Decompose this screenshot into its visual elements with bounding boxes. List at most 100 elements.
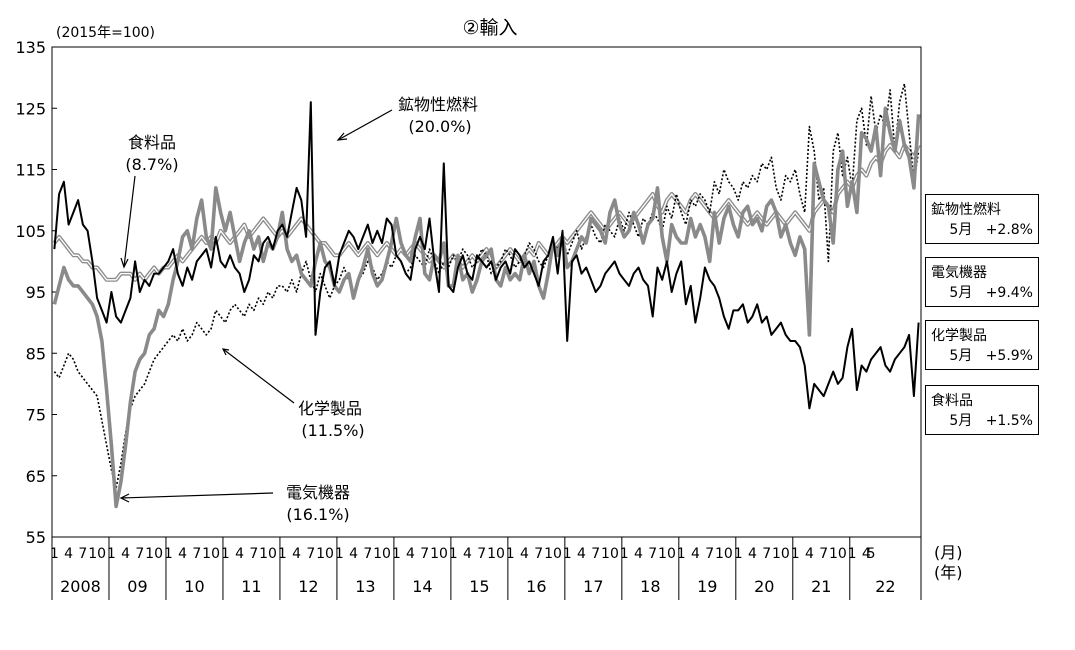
series-line-食料品-inner <box>53 144 920 281</box>
month-tick-label: 10 <box>316 546 334 562</box>
month-tick-label: 7 <box>135 546 144 562</box>
series-line-化学製品 <box>53 83 920 489</box>
month-tick-label: 4 <box>349 546 358 562</box>
month-tick-label: 7 <box>306 546 315 562</box>
annotation-food-arrow <box>123 175 136 268</box>
y-tick-label-75: 75 <box>26 406 46 425</box>
month-tick-label: 7 <box>192 546 201 562</box>
annotation-electrical-share: (16.1%) <box>286 505 349 524</box>
legend-mineral-fuel-value: 5月 +2.8% <box>949 219 1033 239</box>
month-tick-label: 1 <box>677 546 686 562</box>
annotation-mineral-fuel: 鉱物性燃料 (20.0%) <box>336 95 478 141</box>
month-tick-label: 4 <box>178 546 187 562</box>
annotation-mineral-fuel-name: 鉱物性燃料 <box>398 95 478 114</box>
month-tick-label: 1 <box>506 546 515 562</box>
y-tick-label-95: 95 <box>26 283 46 302</box>
series-layer <box>52 83 921 509</box>
annotation-electrical: 電気機器 (16.1%) <box>119 483 350 524</box>
year-label-17: 17 <box>583 577 603 596</box>
month-tick-label: 10 <box>829 546 847 562</box>
year-label-14: 14 <box>412 577 432 596</box>
month-tick-label: 1 <box>848 546 857 562</box>
year-label-18: 18 <box>640 577 660 596</box>
month-tick-label: 10 <box>658 546 676 562</box>
annotation-chemicals: 化学製品 (11.5%) <box>221 348 365 440</box>
legend-mineral-fuel: 鉱物性燃料 5月 +2.8% <box>925 194 1039 244</box>
annotation-chemicals-arrowhead <box>221 348 230 356</box>
month-tick-label: 7 <box>591 546 600 562</box>
month-tick-label: 4 <box>292 546 301 562</box>
month-tick-label: 4 <box>520 546 529 562</box>
y-tick-label-125: 125 <box>15 99 46 118</box>
month-tick-label: 4 <box>406 546 415 562</box>
legend-electrical-name: 電気機器 <box>931 265 987 281</box>
legend-food-period: 5月 <box>949 413 973 429</box>
y-axis: 55 65 75 85 95 105 115 125 135 <box>15 38 57 547</box>
year-label-12: 12 <box>298 577 318 596</box>
month-tick-label: 10 <box>544 546 562 562</box>
annotation-food: 食料品 (8.7%) <box>120 133 179 269</box>
year-label-22: 22 <box>875 577 895 596</box>
month-tick-label: 4 <box>235 546 244 562</box>
month-tick-label: 7 <box>534 546 543 562</box>
month-tick-label: 1 <box>50 546 59 562</box>
annotation-chemicals-arrow <box>222 348 295 404</box>
month-tick-label: 4 <box>691 546 700 562</box>
month-tick-label: 10 <box>430 546 448 562</box>
y-tick-label-135: 135 <box>15 38 46 57</box>
legend-food-value: 5月 +1.5% <box>949 410 1033 430</box>
month-tick-label: 7 <box>78 546 87 562</box>
month-tick-label: 1 <box>734 546 743 562</box>
month-tick-label: 4 <box>748 546 757 562</box>
series-line-電気機器 <box>52 106 921 509</box>
month-tick-label: 7 <box>819 546 828 562</box>
month-tick-label: 4 <box>805 546 814 562</box>
series-line-鉱物性燃料 <box>53 101 920 410</box>
month-tick-label: 1 <box>563 546 572 562</box>
y-tick-label-55: 55 <box>26 528 46 547</box>
month-tick-label: 1 <box>620 546 629 562</box>
x-unit-year: (年) <box>934 563 963 582</box>
month-tick-label: 7 <box>477 546 486 562</box>
legend-electrical-change: +9.4% <box>985 285 1033 301</box>
month-tick-label: 7 <box>705 546 714 562</box>
annotation-electrical-name: 電気機器 <box>286 483 350 502</box>
year-label-09: 09 <box>127 577 147 596</box>
year-label-2008: 2008 <box>60 577 101 596</box>
month-tick-label: 4 <box>577 546 586 562</box>
month-tick-label: 10 <box>145 546 163 562</box>
year-label-13: 13 <box>355 577 375 596</box>
annotation-electrical-arrowhead <box>119 493 130 503</box>
legend-chemicals-value: 5月 +5.9% <box>949 345 1033 365</box>
annotation-mineral-fuel-arrow <box>337 109 393 141</box>
legend-food-change: +1.5% <box>985 413 1033 429</box>
y-tick-label-65: 65 <box>26 467 46 486</box>
annotation-mineral-fuel-arrowhead <box>336 132 348 141</box>
legend-chemicals-name: 化学製品 <box>931 328 987 344</box>
month-tick-label: 10 <box>88 546 106 562</box>
y-tick-label-105: 105 <box>15 222 46 241</box>
annotation-electrical-arrow <box>120 492 274 499</box>
legend-chemicals-period: 5月 <box>949 348 973 364</box>
legend-mineral-fuel-period: 5月 <box>949 222 973 238</box>
month-tick-label: 1 <box>791 546 800 562</box>
x-unit-month: (月) <box>934 543 963 562</box>
month-tick-label: 1 <box>392 546 401 562</box>
month-tick-label: 1 <box>278 546 287 562</box>
legend-electrical-value: 5月 +9.4% <box>949 282 1033 302</box>
month-tick-label: 7 <box>648 546 657 562</box>
year-label-21: 21 <box>811 577 831 596</box>
year-label-10: 10 <box>184 577 204 596</box>
month-tick-label: 4 <box>64 546 73 562</box>
month-tick-label: 7 <box>420 546 429 562</box>
chart-title: ②輸入 <box>462 17 517 39</box>
month-tick-label: 10 <box>772 546 790 562</box>
month-tick-label: 10 <box>601 546 619 562</box>
month-tick-label: 1 <box>335 546 344 562</box>
month-tick-label: 1 <box>107 546 116 562</box>
annotation-food-name: 食料品 <box>128 133 176 152</box>
month-tick-label: 7 <box>249 546 258 562</box>
month-tick-label: 10 <box>487 546 505 562</box>
